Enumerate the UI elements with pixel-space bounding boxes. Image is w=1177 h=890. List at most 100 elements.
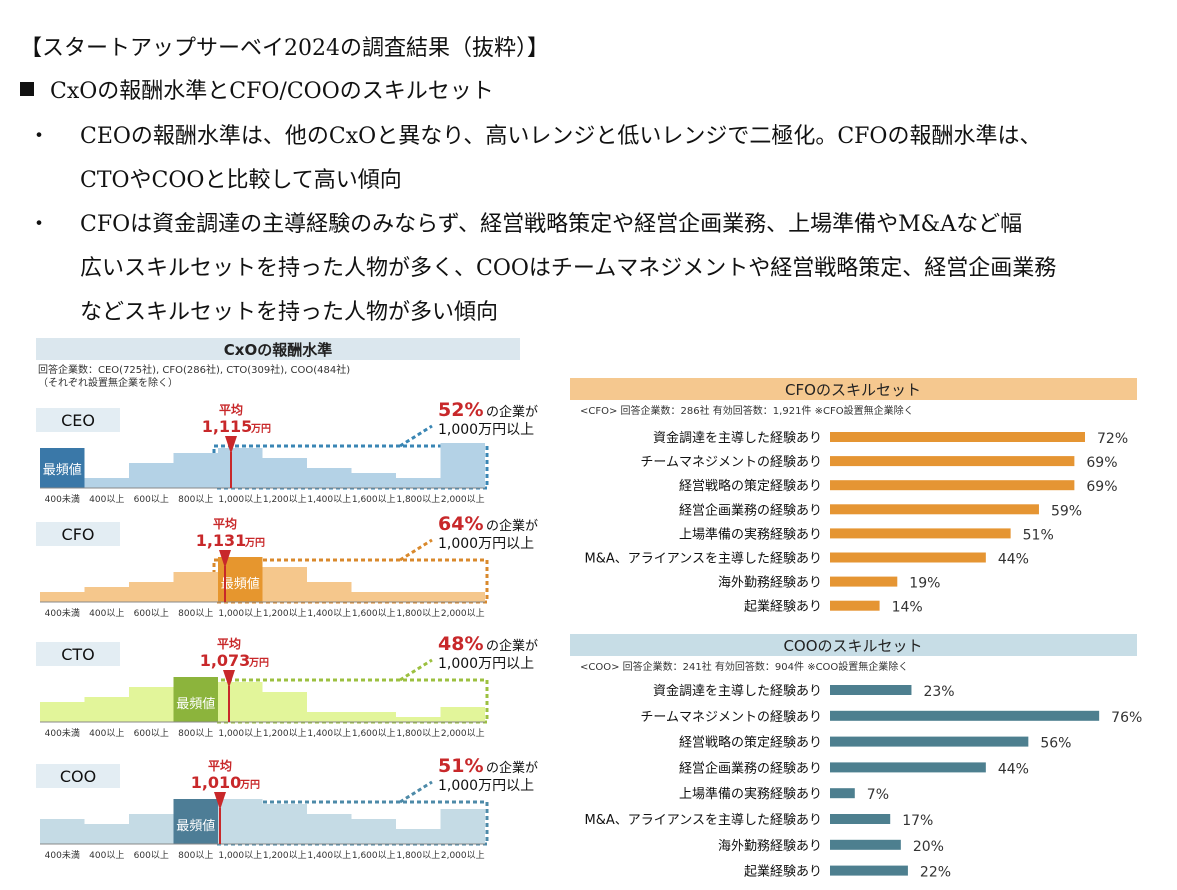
left-panel-note-1: 回答企業数：CEO(725社), CFO(286社), CTO(309社), C… — [38, 363, 350, 376]
average-unit: 万円 — [248, 657, 269, 669]
skill-value-label: 14% — [892, 600, 923, 616]
average-marker-icon — [223, 670, 235, 688]
histogram-bar — [440, 707, 485, 722]
histogram-bar — [440, 809, 485, 844]
histogram-bar — [84, 587, 129, 602]
share-over-label: 1,000万円以上 — [438, 536, 534, 552]
skill-title-bg — [570, 378, 1137, 400]
histogram-bar — [173, 677, 218, 722]
histogram-bar — [218, 682, 263, 722]
axis-tick-label: 1,400以上 — [307, 608, 351, 619]
share-over-label: 1,000万円以上 — [438, 656, 534, 672]
skill-title: COOのスキルセット — [783, 637, 922, 655]
histogram-bar — [396, 478, 441, 488]
skill-value-label: 51% — [1023, 527, 1054, 543]
axis-tick-label: 1,200以上 — [263, 850, 307, 861]
axis-tick-label: 1,400以上 — [307, 494, 351, 505]
skill-bar — [830, 456, 1075, 467]
skill-category-label: 上場準備の実務経験あり — [679, 526, 822, 542]
average-value: 1,115 — [202, 417, 253, 436]
left-panel-title-bg — [36, 338, 520, 360]
histogram-bar — [129, 814, 174, 844]
axis-tick-label: 800以上 — [178, 494, 213, 505]
share-suffix: の企業が — [486, 638, 538, 654]
axis-tick-label: 1,000以上 — [218, 728, 262, 739]
chart-label-bg — [36, 522, 120, 546]
skill-value-label: 69% — [1086, 479, 1117, 495]
share-over-label: 1,000万円以上 — [438, 778, 534, 794]
histogram-bar — [173, 572, 218, 602]
axis-tick-label: 400以上 — [89, 850, 124, 861]
skill-bar — [830, 685, 912, 695]
skill-bar — [830, 865, 908, 876]
axis-tick-label: 2,000以上 — [441, 728, 485, 739]
skill-category-label: 起業経験あり — [744, 864, 822, 880]
histogram-bar — [40, 448, 85, 488]
skill-category-label: M&A、アライアンスを主導した経験あり — [585, 813, 822, 828]
skill-bar — [830, 480, 1075, 491]
average-value: 1,010 — [191, 773, 242, 792]
skill-category-label: 経営戦略の策定経験あり — [679, 735, 822, 751]
histogram-bar — [40, 702, 85, 722]
skill-category-label: 資金調達を主導した経験あり — [653, 430, 822, 446]
average-unit: 万円 — [239, 779, 260, 791]
section-heading-text: CxOの報酬水準とCFO/COOのスキルセット — [50, 79, 494, 104]
histogram-bar — [351, 712, 396, 722]
chart-label: COO — [60, 767, 96, 786]
axis-tick-label: 400以上 — [89, 608, 124, 619]
axis-tick-label: 600以上 — [134, 728, 169, 739]
histogram-bar — [262, 567, 307, 602]
axis-tick-label: 1,000以上 — [218, 608, 262, 619]
callout-connector — [399, 424, 433, 448]
share-over-label: 1,000万円以上 — [438, 422, 534, 438]
histogram-bar — [173, 453, 218, 488]
skill-category-label: 起業経験あり — [744, 599, 822, 615]
skill-category-label: 経営企画業務の経験あり — [679, 502, 822, 518]
axis-tick-label: 2,000以上 — [441, 494, 485, 505]
axis-tick-label: 1,600以上 — [352, 608, 396, 619]
share-percent: 48% — [438, 633, 483, 655]
histogram-bar — [440, 592, 485, 602]
page-title: 【スタートアップサーベイ2024の調査結果（抜粋）】 — [20, 36, 549, 61]
average-unit: 万円 — [250, 423, 271, 435]
axis-tick-label: 800以上 — [178, 850, 213, 861]
skill-value-label: 59% — [1051, 503, 1082, 519]
average-marker-icon — [219, 550, 231, 568]
square-bullet-icon — [20, 82, 34, 96]
compensation-chart-cto: CTO 最頻値 400未満 400以上 600以上 800以上 1,000以上 1,200以上… — [36, 633, 538, 739]
axis-tick-label: 2,000以上 — [441, 850, 485, 861]
skill-value-label: 23% — [923, 684, 954, 700]
axis-tick-label: 1,000以上 — [218, 850, 262, 861]
histogram-bar — [351, 819, 396, 844]
chart-label-bg — [36, 642, 120, 666]
axis-tick-label: 600以上 — [134, 850, 169, 861]
axis-tick-label: 1,200以上 — [263, 494, 307, 505]
skill-value-label: 22% — [920, 865, 951, 881]
axis-tick-label: 400以上 — [89, 728, 124, 739]
mode-label: 最頻値 — [43, 462, 82, 478]
mode-label: 最頻値 — [221, 576, 260, 592]
bullet2-line3: などスキルセットを持った人物が多い傾向 — [80, 300, 499, 325]
cfo-skillset-chart: CFOのスキルセット <CFO> 回答企業数：286社 有効回答数：1,921件 … — [570, 378, 1137, 616]
skill-value-label: 44% — [998, 761, 1029, 777]
axis-tick-label: 400未満 — [45, 849, 80, 861]
histogram-bar — [218, 448, 263, 488]
chart-label: CTO — [61, 645, 95, 664]
histogram-bar — [307, 582, 352, 602]
average-label: 平均 — [219, 402, 243, 417]
skill-bar — [830, 762, 986, 773]
average-value: 1,073 — [200, 651, 251, 670]
skill-bar — [830, 736, 1029, 747]
axis-tick-label: 1,800以上 — [396, 608, 440, 619]
histogram-bar — [218, 799, 263, 844]
skill-subtitle: <COO> 回答企業数：241社 有効回答数：904件 ※COO設置無企業除く — [580, 660, 908, 673]
skill-category-label: 経営戦略の策定経験あり — [679, 478, 822, 494]
skill-bar — [830, 552, 986, 563]
axis-tick-label: 600以上 — [134, 494, 169, 505]
axis-tick-label: 1,800以上 — [396, 494, 440, 505]
bullet-mark-2: ・ — [28, 212, 51, 237]
skill-category-label: M&A、アライアンスを主導した経験あり — [585, 552, 822, 567]
average-value: 1,131 — [196, 531, 247, 550]
axis-tick-label: 400未満 — [45, 607, 80, 619]
